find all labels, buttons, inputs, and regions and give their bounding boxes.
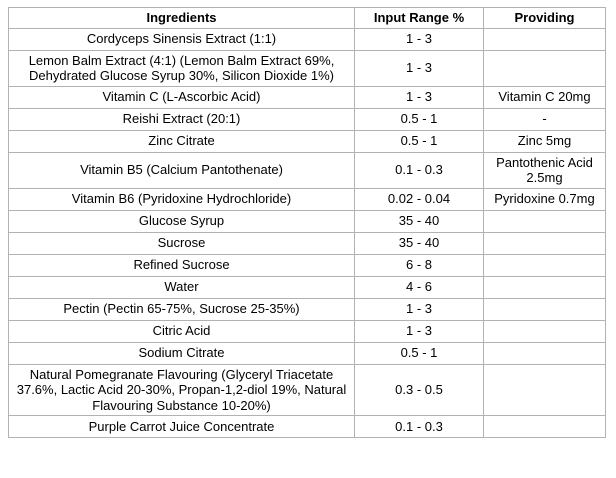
providing-cell — [483, 363, 606, 416]
input-range-cell: 0.5 - 1 — [354, 129, 484, 153]
column-header-input-range: Input Range % — [354, 7, 484, 29]
input-range-cell: 4 - 6 — [354, 275, 484, 299]
providing-cell: Zinc 5mg — [483, 129, 606, 153]
input-range-cell: 1 - 3 — [354, 27, 484, 51]
ingredient-cell: Purple Carrot Juice Concentrate — [8, 415, 355, 438]
providing-cell — [483, 49, 606, 87]
ingredient-cell: Vitamin C (L-Ascorbic Acid) — [8, 85, 355, 109]
providing-cell — [483, 209, 606, 233]
ingredient-cell: Citric Acid — [8, 319, 355, 343]
input-range-cell: 0.5 - 1 — [354, 341, 484, 365]
input-range-cell: 0.1 - 0.3 — [354, 151, 484, 189]
table-row: Sucrose 35 - 40 — [8, 231, 606, 255]
input-range-cell: 1 - 3 — [354, 319, 484, 343]
table-row: Purple Carrot Juice Concentrate 0.1 - 0.… — [8, 415, 606, 438]
ingredient-cell: Sucrose — [8, 231, 355, 255]
table-row: Zinc Citrate 0.5 - 1 Zinc 5mg — [8, 129, 606, 153]
ingredient-cell: Vitamin B6 (Pyridoxine Hydrochloride) — [8, 187, 355, 211]
providing-cell: - — [483, 107, 606, 131]
column-header-providing: Providing — [483, 7, 606, 29]
table-row: Glucose Syrup 35 - 40 — [8, 209, 606, 233]
table-row: Sodium Citrate 0.5 - 1 — [8, 341, 606, 365]
table-row: Cordyceps Sinensis Extract (1:1) 1 - 3 — [8, 27, 606, 51]
input-range-cell: 0.3 - 0.5 — [354, 363, 484, 416]
ingredient-cell: Zinc Citrate — [8, 129, 355, 153]
input-range-cell: 1 - 3 — [354, 297, 484, 321]
input-range-cell: 35 - 40 — [354, 209, 484, 233]
providing-cell: Pantothenic Acid 2.5mg — [483, 151, 606, 189]
providing-cell — [483, 319, 606, 343]
ingredient-cell: Glucose Syrup — [8, 209, 355, 233]
table-row: Refined Sucrose 6 - 8 — [8, 253, 606, 277]
providing-cell: Vitamin C 20mg — [483, 85, 606, 109]
providing-cell — [483, 297, 606, 321]
table-row: Water 4 - 6 — [8, 275, 606, 299]
providing-cell — [483, 27, 606, 51]
input-range-cell: 0.5 - 1 — [354, 107, 484, 131]
ingredient-cell: Water — [8, 275, 355, 299]
ingredient-cell: Reishi Extract (20:1) — [8, 107, 355, 131]
providing-cell — [483, 341, 606, 365]
input-range-cell: 1 - 3 — [354, 85, 484, 109]
providing-cell: Pyridoxine 0.7mg — [483, 187, 606, 211]
table-row: Vitamin B6 (Pyridoxine Hydrochloride) 0.… — [8, 187, 606, 211]
providing-cell — [483, 415, 606, 438]
ingredient-cell: Refined Sucrose — [8, 253, 355, 277]
table-row: Vitamin C (L-Ascorbic Acid) 1 - 3 Vitami… — [8, 85, 606, 109]
ingredient-cell: Cordyceps Sinensis Extract (1:1) — [8, 27, 355, 51]
table-row: Natural Pomegranate Flavouring (Glyceryl… — [8, 363, 606, 416]
providing-cell — [483, 231, 606, 255]
input-range-cell: 0.02 - 0.04 — [354, 187, 484, 211]
providing-cell — [483, 253, 606, 277]
input-range-cell: 6 - 8 — [354, 253, 484, 277]
input-range-cell: 35 - 40 — [354, 231, 484, 255]
providing-cell — [483, 275, 606, 299]
ingredient-cell: Pectin (Pectin 65-75%, Sucrose 25-35%) — [8, 297, 355, 321]
input-range-cell: 0.1 - 0.3 — [354, 415, 484, 438]
ingredient-cell: Sodium Citrate — [8, 341, 355, 365]
column-header-ingredients: Ingredients — [8, 7, 355, 29]
ingredient-cell: Lemon Balm Extract (4:1) (Lemon Balm Ext… — [8, 49, 355, 87]
ingredient-cell: Natural Pomegranate Flavouring (Glyceryl… — [8, 363, 355, 416]
ingredient-cell: Vitamin B5 (Calcium Pantothenate) — [8, 151, 355, 189]
table-row: Lemon Balm Extract (4:1) (Lemon Balm Ext… — [8, 49, 606, 87]
ingredients-table: Ingredients Input Range % Providing Cord… — [8, 7, 606, 438]
table-row: Pectin (Pectin 65-75%, Sucrose 25-35%) 1… — [8, 297, 606, 321]
table-row: Reishi Extract (20:1) 0.5 - 1 - — [8, 107, 606, 131]
input-range-cell: 1 - 3 — [354, 49, 484, 87]
table-row: Vitamin B5 (Calcium Pantothenate) 0.1 - … — [8, 151, 606, 189]
table-header-row: Ingredients Input Range % Providing — [8, 7, 606, 29]
table-row: Citric Acid 1 - 3 — [8, 319, 606, 343]
